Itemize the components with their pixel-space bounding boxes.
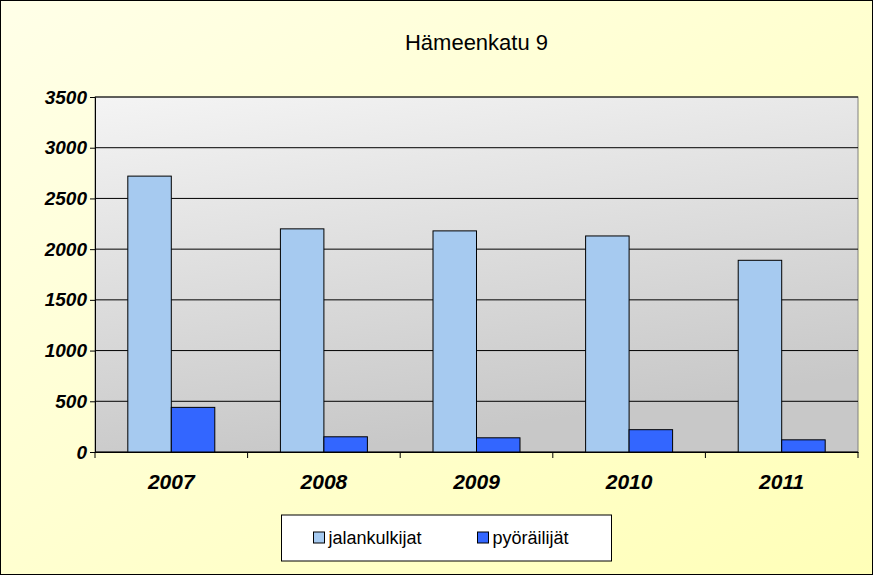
tick-label: 2011 [758,470,804,493]
title: Hämeenkatu 9 [405,30,548,55]
tick-label: 0 [76,442,87,463]
grid-line [95,97,858,98]
bar [738,260,781,452]
tick-label: 2500 [44,188,88,209]
tick: 0 [76,442,95,463]
tick-label: 1500 [45,289,88,310]
separator [705,452,706,458]
tick: 2008 [300,452,348,493]
tick-label: 3000 [45,137,88,158]
bar [280,229,323,452]
tick-label: 1000 [45,340,88,361]
bar [128,176,171,452]
tick: 2011 [758,452,804,493]
tick-mark [90,351,95,352]
legend-box [282,515,612,561]
tick: 500 [55,391,95,412]
bar [629,430,672,452]
legend-swatch [314,532,325,543]
separator [95,452,96,458]
tick: 2500 [44,188,95,209]
background [1,1,873,575]
tick: 1000 [45,340,95,361]
bar [433,231,476,452]
tick-label: 2000 [44,239,88,260]
tick: 2010 [605,452,653,493]
tick-mark [90,401,95,402]
axis-line [90,98,96,453]
category-separators [95,452,858,458]
tick-label: 2007 [147,470,196,493]
tick-label: 2008 [300,470,348,493]
chart: 0 500 1000 1500 2000 2500 3000 3500 2007 2008 2009… [0,0,873,575]
bar [586,236,629,452]
tick-mark [90,452,95,453]
bar [324,437,367,452]
tick: 3000 [45,137,95,158]
separator [247,452,248,458]
grid-line [95,198,858,199]
tick-label: 500 [55,391,87,412]
tick-mark [90,97,95,98]
tick-mark [90,148,95,149]
tick: 2007 [147,452,196,493]
tick-mark [90,198,95,199]
grid-line [95,147,858,148]
legend-swatch [478,532,489,543]
legend-label: jalankulkijat [328,528,422,548]
tick-mark [90,249,95,250]
bar [477,438,520,452]
plot-area [95,97,858,452]
axis-line [96,452,859,453]
separator [400,452,401,458]
tick-mark [90,300,95,301]
separator [552,452,553,458]
tick: 2000 [44,239,95,260]
tick: 2009 [452,452,500,493]
y-axis: 0 500 1000 1500 2000 2500 3000 3500 [44,87,96,463]
bar [782,440,825,452]
tick: 1500 [45,289,95,310]
x-axis: 2007 2008 2009 2010 2011 [96,452,859,493]
bar [171,407,214,452]
grid [95,97,858,452]
legend: jalankulkijat pyöräilijät [282,515,612,561]
legend-label: pyöräilijät [493,528,569,548]
bars [128,176,825,452]
tick-label: 2009 [452,470,500,493]
tick-label: 2010 [605,470,653,493]
tick-label: 3500 [45,87,88,108]
separator [858,452,859,458]
tick: 3500 [45,87,95,108]
